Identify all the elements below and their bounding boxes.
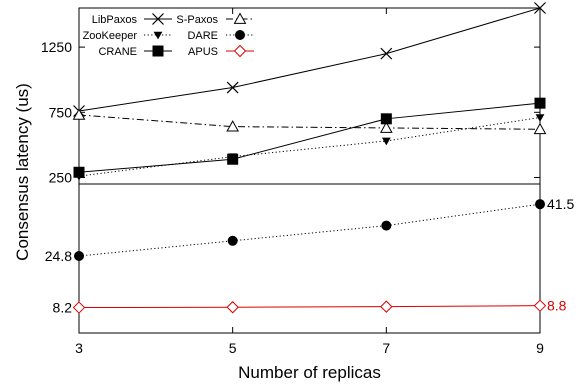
legend-swatch-marker: [153, 31, 163, 40]
legend-label: LibPaxos: [92, 14, 138, 26]
x-tick-label: 3: [75, 340, 83, 356]
series-apus: [72, 299, 547, 314]
legend-label: CRANE: [98, 46, 137, 58]
data-point: [226, 81, 239, 94]
annotation-dare: 41.5: [547, 196, 574, 212]
series-dare: [74, 199, 545, 262]
legend-item-crane: CRANE: [98, 45, 172, 58]
data-point: [226, 120, 240, 132]
data-point: [534, 2, 546, 14]
annotations-layer: 41.5 8.8: [547, 196, 574, 314]
legend-swatch-marker: [235, 30, 245, 40]
x-tick-label: 9: [536, 340, 544, 356]
series-s-paxos: [72, 108, 547, 135]
series-libpaxos: [73, 2, 546, 117]
legend-swatch-marker: [152, 45, 164, 57]
series-line: [78, 114, 541, 130]
legend: LibPaxos S-Paxos ZooKeeper DARE CRANE APUS: [83, 12, 254, 58]
data-point: [227, 235, 238, 246]
data-point: [381, 220, 392, 231]
series-zookeeper: [74, 114, 545, 181]
data-point: [380, 47, 393, 60]
data-point: [533, 122, 547, 135]
plot-frame: [78, 7, 541, 334]
legend-item-zookeeper: ZooKeeper: [83, 30, 172, 42]
data-point: [534, 97, 546, 109]
x-tick-label: 7: [382, 340, 390, 356]
legend-swatch-marker: [152, 13, 164, 25]
x-tick-label: 5: [229, 340, 237, 356]
data-point: [379, 121, 393, 133]
x-axis-title: Number of replicas: [238, 363, 381, 382]
y-tick-label: 8.2: [53, 300, 73, 316]
ticks-layer: 3 5 7 9 250 750 1250 8.2 24.8: [41, 8, 544, 356]
legend-item-libpaxos: LibPaxos: [92, 13, 172, 26]
y-tick-label: 750: [49, 104, 73, 120]
y-tick-label: 250: [49, 169, 73, 185]
legend-label: ZooKeeper: [83, 30, 138, 42]
series-layer: [72, 2, 547, 314]
data-point: [380, 113, 392, 125]
data-point: [72, 108, 86, 120]
y-axis-title: Consensus latency (us): [13, 83, 32, 261]
data-point: [74, 251, 84, 262]
legend-swatch-marker: [233, 44, 247, 58]
legend-label: S-Paxos: [176, 14, 218, 26]
data-point: [535, 199, 545, 210]
legend-item-apus: APUS: [188, 44, 254, 58]
legend-item-s-paxos: S-Paxos: [176, 12, 254, 26]
legend-swatch-marker: [233, 12, 247, 24]
data-point: [226, 301, 239, 314]
y-tick-label: 24.8: [45, 248, 72, 264]
data-point: [72, 301, 86, 314]
series-line: [78, 117, 541, 177]
series-line: [78, 7, 541, 112]
series-line: [78, 305, 541, 309]
data-point: [535, 114, 545, 122]
data-point: [73, 166, 85, 178]
data-point: [533, 299, 547, 312]
series-line: [78, 203, 541, 257]
annotation-apus: 8.8: [547, 298, 567, 314]
y-tick-label: 1250: [41, 39, 72, 55]
legend-label: APUS: [188, 46, 218, 58]
series-crane: [73, 97, 546, 178]
data-point: [380, 300, 393, 313]
data-point: [381, 137, 391, 146]
series-line: [78, 102, 541, 173]
legend-item-dare: DARE: [187, 30, 254, 42]
legend-label: DARE: [187, 30, 218, 42]
data-point: [227, 153, 239, 165]
